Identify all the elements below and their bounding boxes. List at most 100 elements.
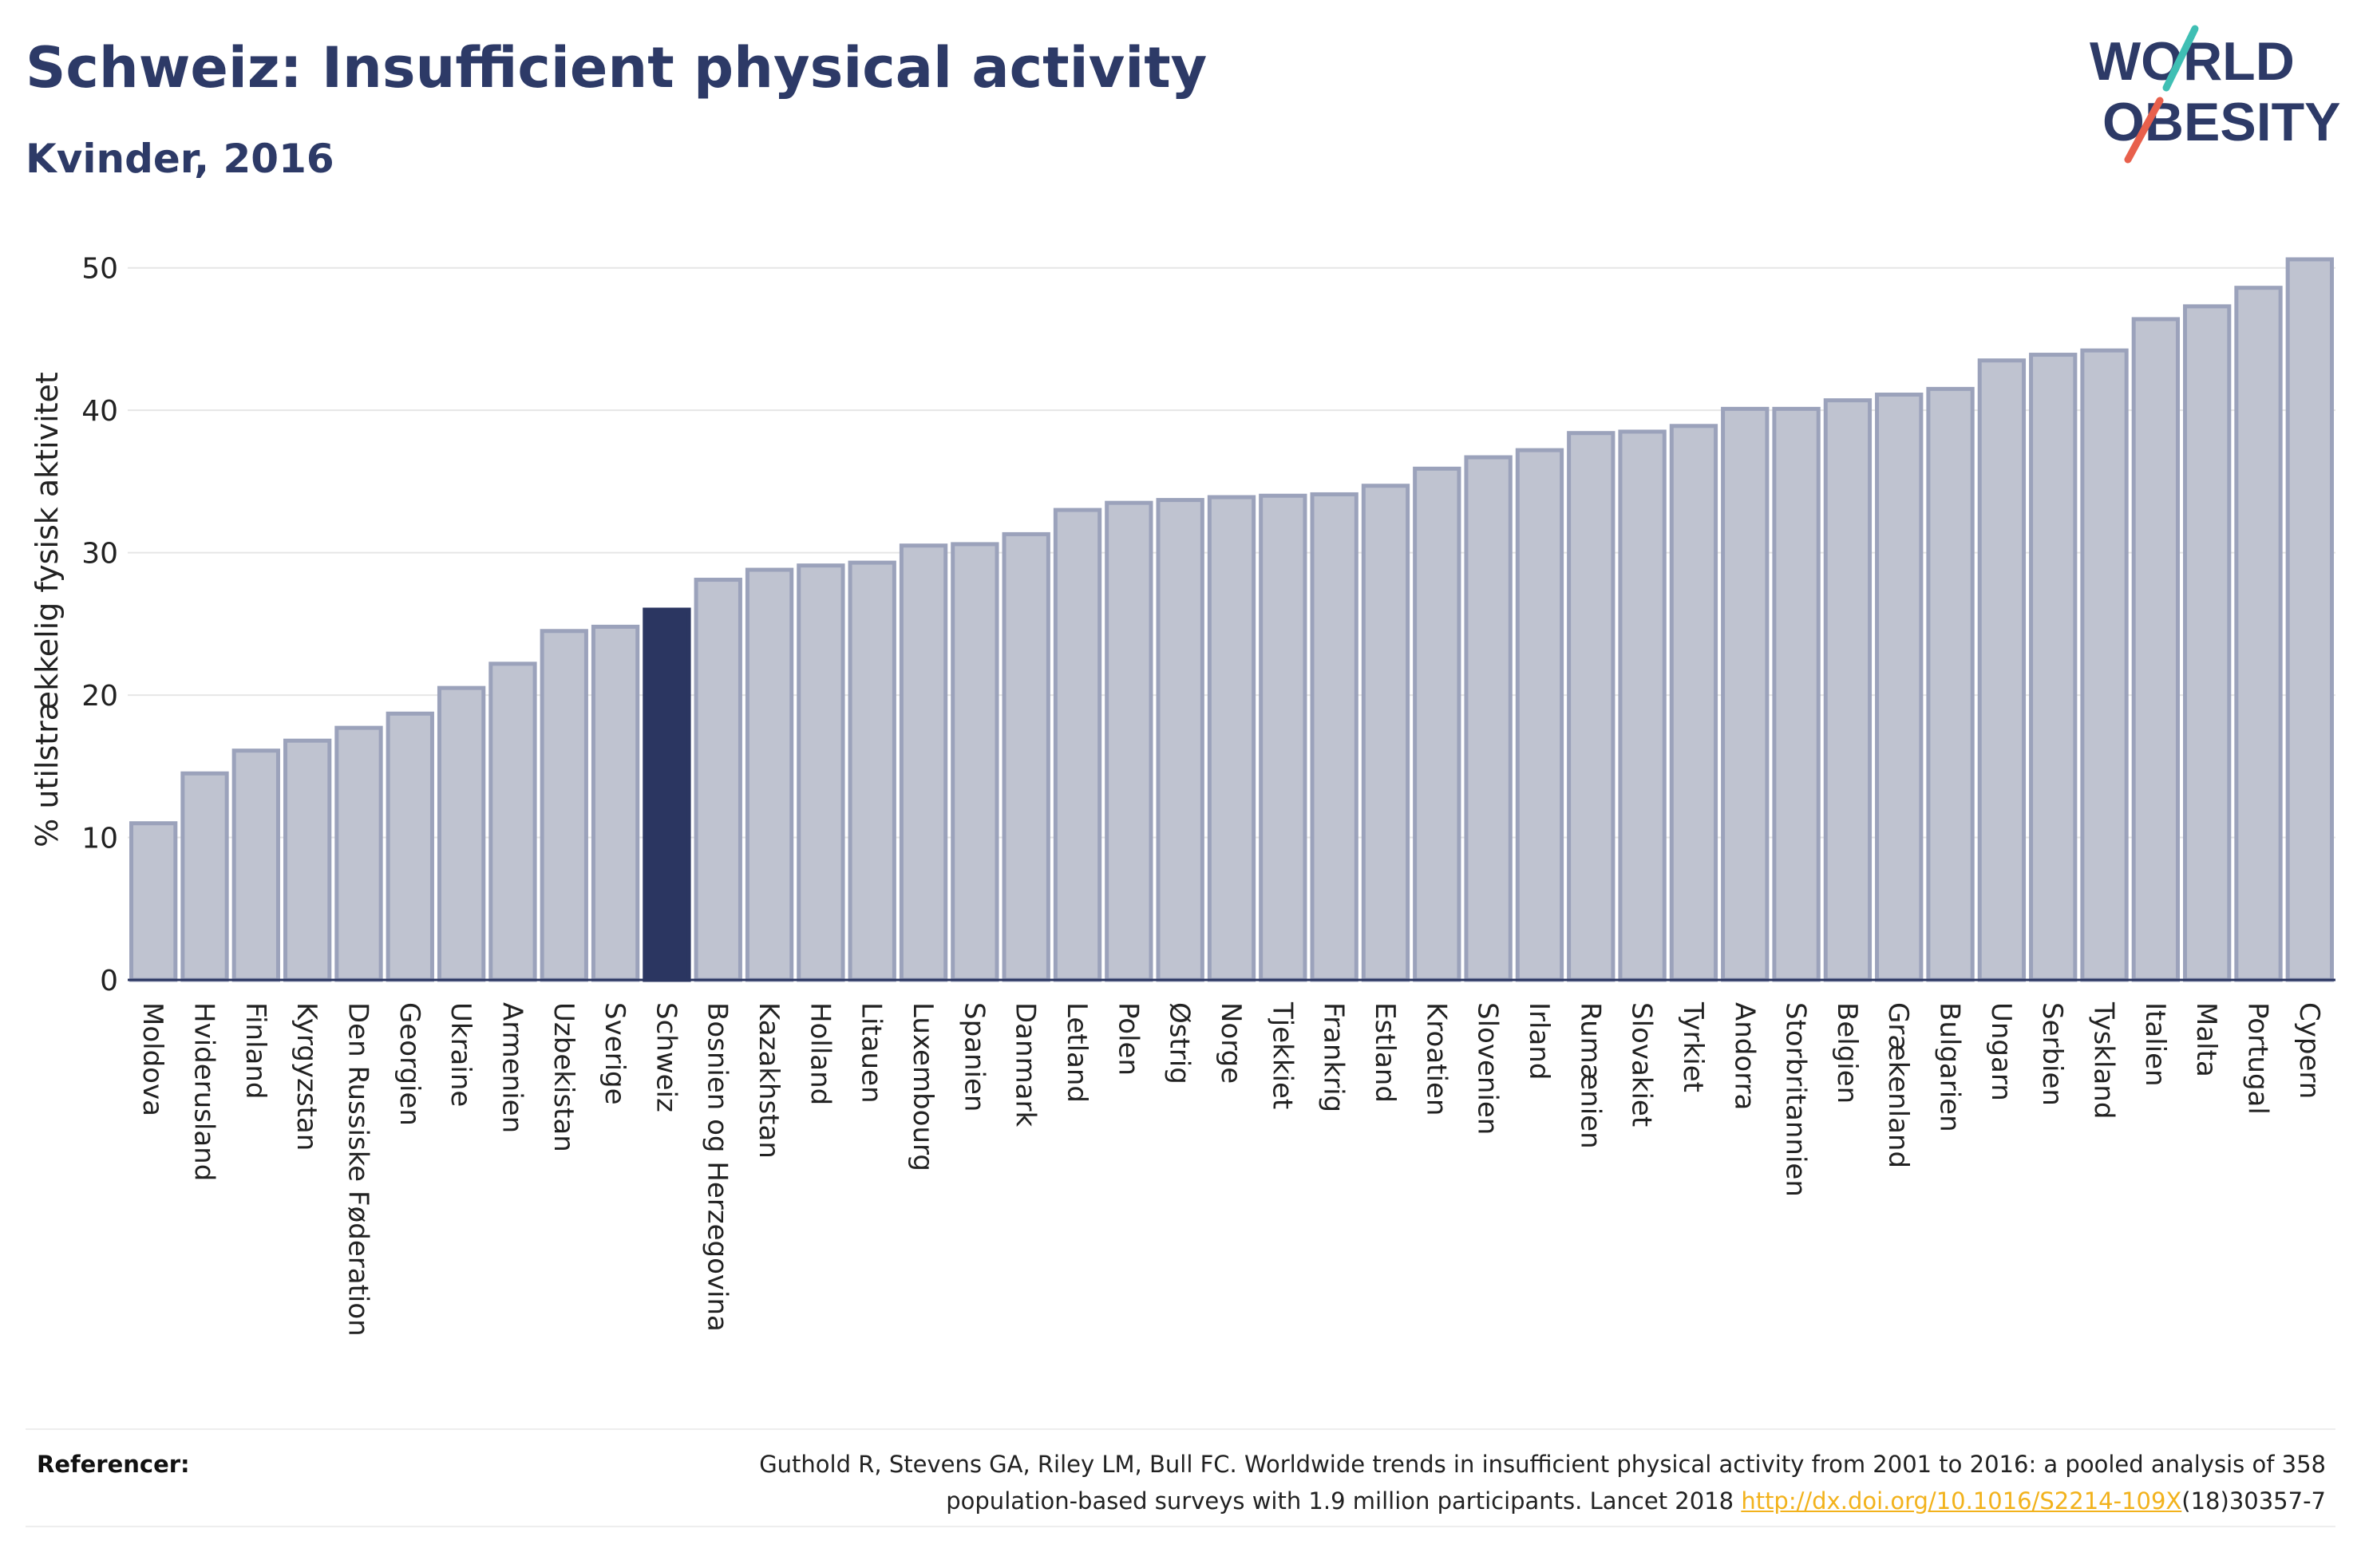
x-tick-label: Sverige (599, 1002, 631, 1105)
bar-uzbekistan[interactable] (540, 629, 588, 982)
bar-luxembourg[interactable] (899, 543, 948, 982)
references-label: Referencer: (37, 1451, 190, 1478)
x-tick-label: Hviderusland (188, 1002, 219, 1181)
bar-kazakhstan[interactable] (745, 567, 794, 982)
bar-tyrkiet[interactable] (1669, 424, 1718, 982)
x-tick-label: Portugal (2242, 1002, 2274, 1115)
bar-estland[interactable] (1361, 484, 1410, 982)
bar-belgien[interactable] (1823, 398, 1873, 982)
x-tick-label: Serbien (2036, 1002, 2068, 1106)
x-tick-label: Spanien (958, 1002, 990, 1112)
x-tick-label: Polen (1112, 1002, 1144, 1076)
x-tick-label: Storbritannien (1780, 1002, 1812, 1197)
x-tick-label: Georgien (394, 1002, 425, 1126)
x-tick-label: Irland (1523, 1002, 1555, 1080)
x-tick-label: Tjekkiet (1266, 1001, 1298, 1109)
bar-kyrgyzstan[interactable] (283, 738, 332, 982)
y-tick-label: 50 (81, 253, 118, 286)
bar-chart: 0 10 20 30 40 50 % utilstrækkelig fysisk aktiv… (30, 253, 2335, 1337)
x-tick-label: Schweiz (650, 1002, 682, 1112)
bar-slovakiet[interactable] (1618, 429, 1667, 982)
x-tick-label: Tyskland (2088, 1001, 2120, 1119)
x-tick-label: Andorra (1728, 1002, 1760, 1110)
bar-danmark[interactable] (1002, 531, 1050, 982)
bar-italien[interactable] (2131, 317, 2181, 982)
y-tick-label: 30 (81, 538, 118, 571)
bar-moldova[interactable] (129, 821, 178, 982)
bar-grækenland[interactable] (1875, 393, 1924, 982)
x-tick-label: Letland (1061, 1002, 1093, 1103)
footer-divider-bottom (26, 1526, 2335, 1527)
bar-spanien[interactable] (951, 542, 999, 982)
x-tick-label: Uzbekistan (548, 1002, 579, 1152)
x-tick-label: Frankrig (1318, 1002, 1350, 1112)
bar-serbien[interactable] (2029, 353, 2078, 982)
world-obesity-logo: WORLD OBESITY (2090, 25, 2341, 164)
x-tick-label: Bosnien og Herzegovina (702, 1002, 734, 1332)
bar-norge[interactable] (1207, 495, 1256, 982)
y-tick-label: 0 (100, 965, 118, 997)
x-tick-label: Slovakiet (1626, 1002, 1658, 1127)
x-tick-label: Kyrgyzstan (291, 1002, 322, 1151)
y-axis-label: % utilstrækkelig fysisk aktivitet (30, 372, 65, 847)
x-tick-label: Belgien (1831, 1002, 1863, 1104)
bar-kroatien[interactable] (1413, 466, 1461, 982)
bar-cypern[interactable] (2285, 257, 2334, 982)
bar-finland[interactable] (231, 748, 280, 982)
x-tick-label: Bulgarien (1934, 1002, 1966, 1132)
bar-armenien[interactable] (488, 662, 537, 982)
x-tick-label: Malta (2190, 1002, 2222, 1077)
x-tick-label: Tyrkiet (1677, 1001, 1709, 1092)
bar-hviderusland[interactable] (180, 771, 229, 982)
bar-tjekkiet[interactable] (1259, 493, 1307, 982)
doi-link[interactable]: http://dx.doi.org/10.1016/S2214-109X (1741, 1487, 2182, 1515)
x-tick-label: Rumænien (1574, 1002, 1606, 1149)
bar-andorra[interactable] (1721, 406, 1770, 982)
bar-malta[interactable] (2183, 304, 2232, 982)
bar-holland[interactable] (797, 563, 845, 982)
logo-line2: OBESITY (2102, 92, 2341, 152)
x-tick-label: Cypern (2293, 1002, 2325, 1099)
y-tick-label: 10 (81, 823, 118, 855)
bar-portugal[interactable] (2234, 286, 2283, 982)
y-tick-label: 40 (81, 395, 118, 428)
bar-litauen[interactable] (848, 560, 896, 982)
bar-irland[interactable] (1515, 448, 1564, 982)
x-tick-label: Østrig (1164, 1002, 1196, 1084)
x-tick-label: Ukraine (445, 1002, 477, 1107)
y-tick-label: 20 (81, 680, 118, 713)
reference-line2-end: (18)30357-7 (2181, 1487, 2326, 1515)
chart-title: Schweiz: Insufficient physical activity (26, 35, 1208, 101)
x-tick-label: Ungarn (1985, 1002, 2017, 1101)
reference-line2: population-based surveys with 1.9 millio… (946, 1487, 1742, 1515)
bar-bulgarien[interactable] (1926, 386, 1975, 982)
bar-tyskland[interactable] (2080, 348, 2129, 982)
bar-schweiz[interactable] (643, 607, 691, 982)
footer-divider-top (26, 1428, 2335, 1430)
references-text: Guthold R, Stevens GA, Riley LM, Bull FC… (490, 1446, 2326, 1519)
bar-sverige[interactable] (591, 624, 640, 982)
bar-georgien[interactable] (386, 711, 434, 982)
bar-frankrig[interactable] (1310, 492, 1358, 982)
bar-slovenien[interactable] (1464, 455, 1513, 982)
x-tick-label: Den Russiske Føderation (342, 1002, 374, 1337)
chart-subtitle: Kvinder, 2016 (26, 136, 334, 182)
x-tick-label: Kroatien (1420, 1002, 1452, 1116)
bar-ungarn[interactable] (1977, 358, 2027, 982)
x-tick-label: Holland (804, 1002, 836, 1105)
bar-østrig[interactable] (1156, 498, 1204, 982)
x-tick-label: Luxembourg (907, 1002, 939, 1171)
x-tick-label: Italien (2139, 1002, 2171, 1087)
logo-slash-coral (2124, 97, 2164, 164)
x-tick-label: Armenien (496, 1002, 528, 1133)
logo-slash-teal (2162, 25, 2199, 92)
bar-den-russiske-føderation[interactable] (334, 725, 383, 982)
bar-bosnien-og-herzegovina[interactable] (694, 578, 742, 982)
bar-letland[interactable] (1053, 508, 1102, 982)
bar-ukraine[interactable] (437, 685, 486, 982)
x-tick-label: Kazakhstan (753, 1002, 785, 1159)
bar-storbritannien[interactable] (1772, 406, 1821, 982)
bar-rumænien[interactable] (1567, 431, 1616, 982)
bar-polen[interactable] (1105, 500, 1153, 982)
x-tick-label: Slovenien (1472, 1002, 1504, 1135)
